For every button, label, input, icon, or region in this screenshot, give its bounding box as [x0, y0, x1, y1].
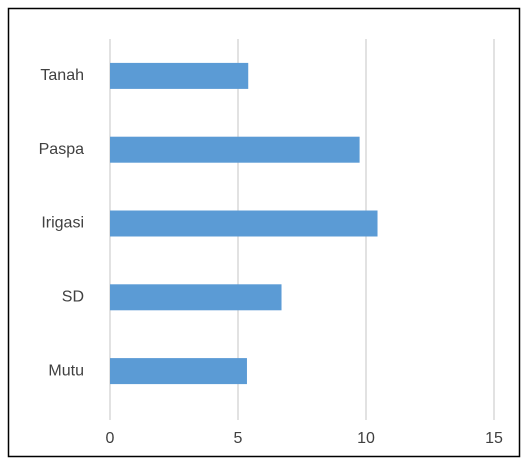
bar [110, 358, 247, 385]
y-tick-label: Mutu [48, 362, 84, 379]
y-tick-label: Irigasi [41, 215, 84, 232]
x-tick-label: 5 [234, 430, 243, 447]
bar [110, 210, 378, 237]
y-tick-label: Paspa [39, 141, 84, 158]
x-tick-label: 10 [357, 430, 375, 447]
bar [110, 136, 360, 163]
y-tick-label: SD [62, 289, 84, 306]
bar [110, 284, 282, 311]
x-tick-label: 0 [106, 430, 115, 447]
y-tick-label: Tanah [40, 67, 84, 84]
x-tick-label: 15 [485, 430, 503, 447]
bar [110, 62, 249, 89]
